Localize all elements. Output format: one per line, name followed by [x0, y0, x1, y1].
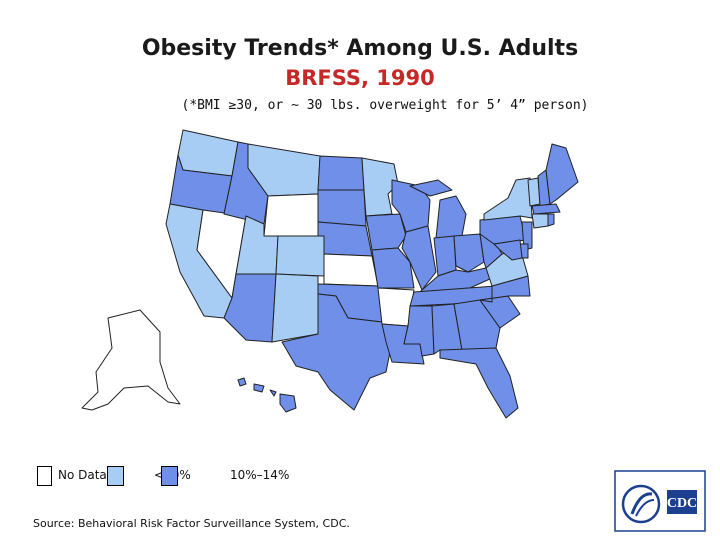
legend-swatch-no-data: [37, 466, 52, 486]
state-KS: [323, 253, 379, 287]
cdc-logo-box: [667, 490, 697, 514]
state-WY: [263, 193, 319, 237]
state-WA: [177, 129, 239, 177]
state-MI: [409, 179, 467, 239]
state-IN: [433, 235, 457, 277]
state-NJ: [521, 221, 533, 251]
state-IA: [365, 213, 407, 251]
state-ME: [545, 143, 579, 205]
state-CO: [275, 235, 325, 277]
state-HI: [237, 377, 297, 413]
state-CT: [531, 213, 549, 229]
state-RI: [547, 213, 555, 227]
state-MA: [531, 203, 561, 215]
map-title: Obesity Trends* Among U.S. Adults: [141, 36, 579, 61]
state-NM: [271, 273, 319, 343]
state-ND: [317, 155, 365, 191]
state-FL: [439, 347, 519, 419]
hhs-cdc-logo: CDC: [614, 470, 706, 532]
legend-swatch-10-14: [161, 466, 178, 486]
source-note: Source: Behavioral Risk Factor Surveilla…: [33, 517, 350, 530]
state-MD: [493, 239, 523, 261]
state-AK: [81, 309, 181, 411]
legend-label-10-14: 10%–14%: [230, 468, 290, 482]
state-NE: [317, 221, 373, 257]
state-OH: [453, 233, 485, 273]
map-subtitle: BRFSS, 1990: [285, 66, 435, 90]
bmi-footnote: (*BMI ≥30, or ~ 30 lbs. overweight for 5…: [181, 98, 589, 113]
cdc-logo-text: CDC: [667, 496, 697, 511]
legend-label-no-data: No Data: [58, 468, 107, 482]
hhs-eagle-icon: [621, 484, 661, 524]
state-NY: [483, 177, 533, 221]
legend-swatch-lt10: [107, 466, 124, 486]
state-MN: [361, 157, 399, 217]
state-TX: [281, 293, 393, 411]
state-MO: [371, 247, 415, 289]
state-SD: [317, 189, 367, 227]
